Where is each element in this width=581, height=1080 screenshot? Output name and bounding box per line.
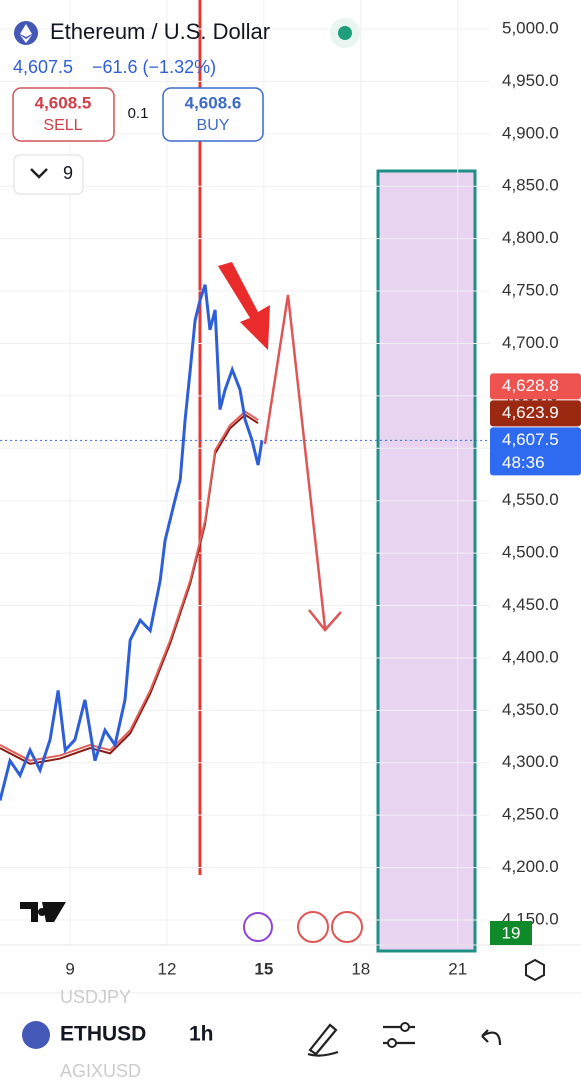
slider [387, 1038, 397, 1048]
y-tick-label: 4,900.0 [502, 123, 559, 142]
buy-button[interactable] [162, 87, 264, 142]
price-tag-label: 4,607.5 [502, 430, 559, 449]
date-range-box [376, 169, 477, 953]
price-line [0, 413, 259, 765]
event-icon[interactable] [243, 912, 273, 942]
y-tick-label: 4,300.0 [502, 752, 559, 771]
y-tick-label: 4,400.0 [502, 647, 559, 666]
sell-label: SELL [43, 117, 82, 134]
indicators-toggle[interactable] [13, 154, 84, 195]
price-tag-timer: 48:36 [502, 453, 545, 472]
settings[interactable] [525, 958, 545, 982]
change: −61.6 (−1.32%) [92, 57, 216, 77]
price-line [0, 410, 259, 762]
draw-tool[interactable] [307, 1023, 339, 1057]
y-tick-label: 4,800.0 [502, 228, 559, 247]
y-tick-label: 4,950.0 [502, 71, 559, 90]
y-tick-label: 4,500.0 [502, 543, 559, 562]
x-tick-label: 12 [158, 959, 177, 978]
ghost-symbol: USDJPY [60, 987, 131, 1007]
us-event[interactable] [331, 911, 363, 943]
eth-icon [22, 1021, 50, 1049]
symbol[interactable]: ETHUSD [60, 1023, 146, 1046]
y-tick-label: 4,700.0 [502, 333, 559, 352]
price-tag [490, 427, 581, 476]
tv-logo [20, 902, 66, 922]
x-tick-label: 9 [65, 959, 74, 978]
price-tag-label: 4,628.8 [502, 376, 559, 395]
x-tick-label: 15 [254, 959, 273, 978]
y-tick-label: 4,850.0 [502, 176, 559, 195]
chevron [30, 168, 48, 179]
buy-label: BUY [197, 117, 230, 134]
y-tick-label: 4,450.0 [502, 595, 559, 614]
title: Ethereum / U.S. Dollar [50, 19, 270, 44]
price-line [0, 284, 264, 801]
y-tick-label: 4,350.0 [502, 700, 559, 719]
interval[interactable]: 1h [189, 1023, 214, 1046]
spread: 0.1 [128, 105, 149, 122]
sell-button[interactable] [12, 87, 115, 142]
drawn-path [263, 294, 342, 632]
buy-price: 4,608.6 [185, 93, 242, 112]
y-tick-label: 5,000.0 [502, 18, 559, 37]
y-tick-label: 4,200.0 [502, 857, 559, 876]
price-tag-label: 4,623.9 [502, 403, 559, 422]
eth-glyph [20, 24, 32, 43]
slider [400, 1022, 410, 1032]
x-tick-label: 18 [351, 959, 370, 978]
tv-logo-dot [38, 908, 46, 916]
y-tick-label: 4,550.0 [502, 490, 559, 509]
y-tick-label: 4,250.0 [502, 805, 559, 824]
ghost-symbol: AGIXUSD [60, 1061, 141, 1080]
x-tick-label: 21 [448, 959, 467, 978]
sell-price: 4,608.5 [35, 93, 92, 112]
undo[interactable] [481, 1029, 502, 1046]
bar-badge: 19 [502, 923, 521, 942]
bar-badge-bg [490, 921, 532, 945]
last-price: 4,607.5 [13, 57, 73, 77]
status-dot [338, 26, 352, 40]
indicators-count: 9 [63, 163, 73, 183]
y-tick-label: 4,750.0 [502, 281, 559, 300]
us-event[interactable] [297, 911, 329, 943]
arrow [218, 262, 270, 350]
price-tag [490, 400, 581, 427]
price-tag [490, 373, 581, 400]
